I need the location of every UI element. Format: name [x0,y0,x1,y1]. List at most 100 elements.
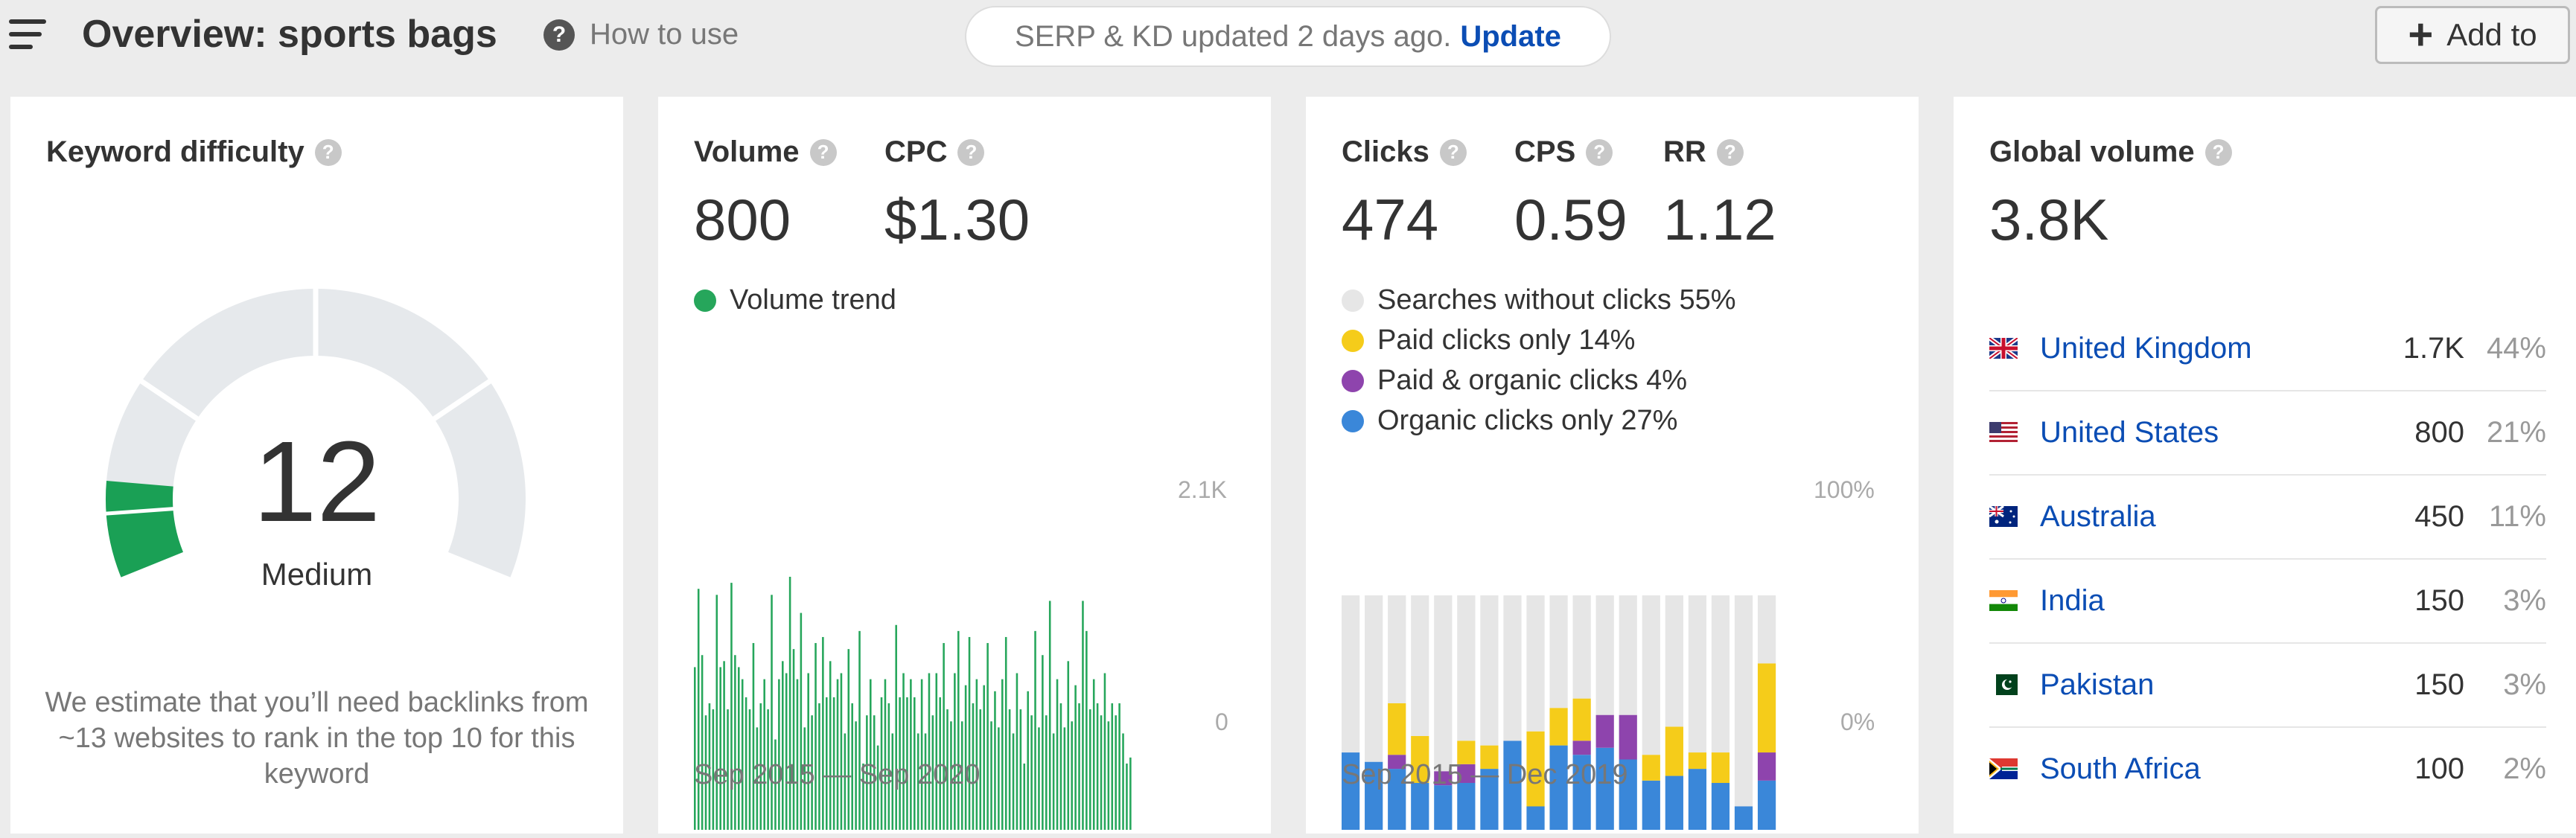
kd-help-icon[interactable]: ? [314,138,342,166]
no-clicks-segment [1411,595,1429,736]
global-volume-help-icon[interactable]: ? [2204,138,2232,166]
za-flag-icon [1989,758,2018,779]
country-volume: 100 [2414,752,2464,785]
no-clicks-segment [1642,595,1660,755]
organic-clicks-segment [1457,783,1476,830]
organic-clicks-segment [1503,741,1522,830]
paid-clicks-segment [1711,752,1730,783]
no-clicks-segment [1480,595,1499,746]
country-name: Australia [2040,499,2156,533]
clicks-y-max: 100% [1814,476,1875,503]
country-volume: 150 [2414,668,2464,701]
no-clicks-segment [1434,595,1453,772]
volume-bar [870,679,872,830]
country-row-in[interactable]: India 150 3% [1989,559,2546,644]
country-volume: 1.7K [2403,331,2464,365]
volume-value: 800 [694,187,791,252]
country-row-us[interactable]: United States 800 21% [1989,391,2546,476]
volume-bar [730,583,733,830]
country-name: Pakistan [2040,668,2155,701]
country-percent: 2% [2503,752,2546,785]
country-percent: 3% [2503,583,2546,617]
volume-bar [1096,703,1099,830]
volume-bar [774,739,777,830]
organic-clicks-segment [1549,745,1568,830]
organic-clicks-segment [1711,783,1730,830]
country-row-au[interactable]: Australia 450 11% [1989,475,2546,560]
kd-value: 12 [252,418,381,546]
volume-bar [895,624,897,830]
volume-help-icon[interactable]: ? [809,138,837,166]
organic-clicks-segment [1342,752,1360,830]
clicks-y-min: 0% [1840,709,1875,735]
global-volume-heading: Global volume ? [1989,135,2232,169]
volume-bar [928,673,931,830]
rr-help-icon[interactable]: ? [1716,138,1744,166]
volume-y-min: 0 [1215,709,1228,735]
volume-bar [957,630,960,830]
volume-bar [950,721,952,830]
volume-bar [1027,691,1029,830]
serp-notice-text: SERP & KD updated 2 days ago. [1015,19,1452,53]
volume-bar [811,715,813,830]
volume-bar [994,691,996,830]
volume-bar [960,721,963,830]
country-row-uk[interactable]: United Kingdom 1.7K 44% [1989,307,2546,391]
kd-title: Keyword difficulty [46,135,305,168]
organic-clicks-segment [1665,775,1683,830]
country-percent: 44% [2486,331,2546,365]
paid-clicks-segment [1480,745,1499,770]
volume-label: Volume [694,135,800,168]
country-row-za[interactable]: South Africa 100 2% [1989,727,2546,810]
volume-bar [778,679,780,830]
clicks-help-icon[interactable]: ? [1439,138,1467,166]
clicks-card: Clicks ? 474 CPS ? 0.59 RR ? 1.12 Search… [1306,97,1919,834]
country-row-pk[interactable]: Pakistan 150 3% [1989,643,2546,728]
cps-value: 0.59 [1514,187,1627,252]
volume-bar [829,661,832,830]
country-name: South Africa [2040,752,2201,785]
update-link[interactable]: Update [1460,19,1561,53]
paid-clicks-segment [1665,726,1683,776]
country-name: India [2040,583,2105,617]
no-clicks-segment [1457,595,1476,741]
volume-bar [782,661,784,830]
kd-gauge-divider [103,506,176,516]
organic-clicks-segment [1595,747,1614,830]
cpc-heading: CPC ? [884,135,985,169]
volume-bar [771,595,773,830]
volume-trend-dot [694,289,716,312]
how-to-use-link[interactable]: ? How to use [543,18,739,51]
volume-bar [998,727,1000,830]
kd-level: Medium [261,557,373,592]
country-percent: 21% [2486,415,2546,449]
volume-bar [822,636,824,830]
volume-trend-chart[interactable] [694,469,1133,830]
keyword-difficulty-card: Keyword difficulty ? 12 Medium We estima… [10,97,623,834]
clicks-distribution-chart[interactable] [1342,476,1781,830]
volume-bar [1052,733,1055,830]
organic-clicks-segment [1619,759,1637,830]
in-flag-icon [1989,590,2018,611]
volume-bar [1023,763,1026,830]
volume-bar [920,679,923,830]
volume-bar [701,655,704,830]
cps-help-icon[interactable]: ? [1586,138,1613,166]
how-to-use-label: How to use [590,18,739,51]
cpc-help-icon[interactable]: ? [957,138,985,166]
volume-bar [975,679,978,830]
volume-bar [855,721,857,830]
kd-gauge-divider [137,377,202,423]
legend-organic-only: Organic clicks only 27% [1342,405,1677,437]
volume-bar [968,636,971,830]
organic-clicks-segment [1526,806,1545,830]
add-to-button[interactable]: + Add to [2375,6,2570,64]
organic-clicks-segment [1434,785,1453,830]
volume-bar [704,715,707,830]
hamburger-menu-icon[interactable] [9,19,46,52]
volume-bar [983,685,985,830]
kd-gauge-fill [106,481,183,578]
pk-flag-icon [1989,674,2018,695]
volume-bar [756,727,759,830]
volume-bar [723,661,725,830]
